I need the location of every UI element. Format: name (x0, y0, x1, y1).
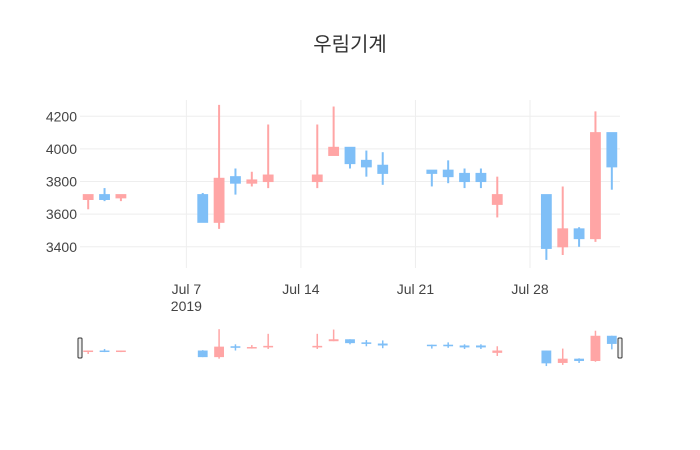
chart-title: 우림기계 (313, 32, 387, 56)
slider-candle-body (426, 344, 437, 347)
slider-candle-body (99, 350, 110, 353)
candle-body (606, 132, 618, 168)
candle-layer (82, 104, 618, 260)
slider-candle-body (246, 347, 257, 349)
y-tick-label: 3600 (46, 206, 77, 222)
candle-body (459, 172, 470, 183)
slider-candle-body (476, 345, 486, 348)
slider-candle-body (557, 358, 568, 363)
candle-body (426, 169, 438, 174)
candle-body (230, 176, 241, 184)
candle-body (475, 172, 487, 183)
slider-candle-body (590, 335, 601, 362)
slider-candle-body (263, 345, 274, 348)
candle-body (82, 194, 94, 200)
slider-candle-body (459, 345, 470, 348)
axis-layer: 3400 3600 3800 4000 4200 Jul 7 Jul 14 Jul 21 Jul… (46, 108, 549, 314)
slider-candle-body (230, 346, 241, 348)
slider-candle-body (377, 343, 388, 346)
y-tick-label: 4000 (46, 141, 77, 157)
candle-body (491, 194, 503, 205)
candle-body (442, 169, 454, 178)
slider-candle-body (116, 350, 126, 353)
x-tick-label: Jul 21 (397, 281, 435, 297)
candle-body (246, 179, 258, 184)
candle-body (573, 228, 585, 240)
x-year-label: 2019 (171, 298, 202, 314)
slider-right-handle[interactable] (617, 337, 623, 359)
x-tick-label: Jul 7 (172, 281, 202, 297)
candle-body (262, 174, 274, 183)
candle-body (197, 194, 209, 223)
slider-left-handle[interactable] (77, 337, 83, 359)
slider-candle-body (541, 350, 552, 364)
x-tick-label: Jul 28 (511, 281, 549, 297)
candle-body (377, 164, 389, 174)
slider-candle-body (492, 350, 503, 353)
candle-body (540, 194, 552, 249)
y-tick-label: 3800 (46, 174, 77, 190)
slider-candle-body (443, 344, 454, 347)
candle-body (344, 146, 356, 165)
y-tick-label: 3400 (46, 239, 77, 255)
slider-candle-body (328, 339, 339, 342)
slider-candle-body (345, 339, 355, 344)
x-tick-label: Jul 14 (282, 281, 320, 297)
y-tick-label: 4200 (46, 108, 77, 124)
candle-body (328, 146, 340, 156)
slider-candle-body (214, 346, 224, 358)
slider-candle-body (312, 345, 323, 348)
range-slider[interactable] (77, 329, 623, 367)
slider-candle-body (574, 358, 584, 362)
candle-body (213, 177, 225, 223)
candle-body (99, 194, 110, 200)
slider-candle-body (83, 350, 94, 353)
slider-candle-body (606, 335, 617, 344)
slider-candle-body (197, 350, 208, 358)
candle-body (360, 159, 372, 168)
candle-body (557, 228, 569, 248)
slider-candle-body (361, 342, 372, 344)
candle-body (311, 174, 323, 183)
candle-body (115, 194, 127, 199)
candle-body (590, 132, 601, 240)
grid-layer (80, 100, 620, 268)
